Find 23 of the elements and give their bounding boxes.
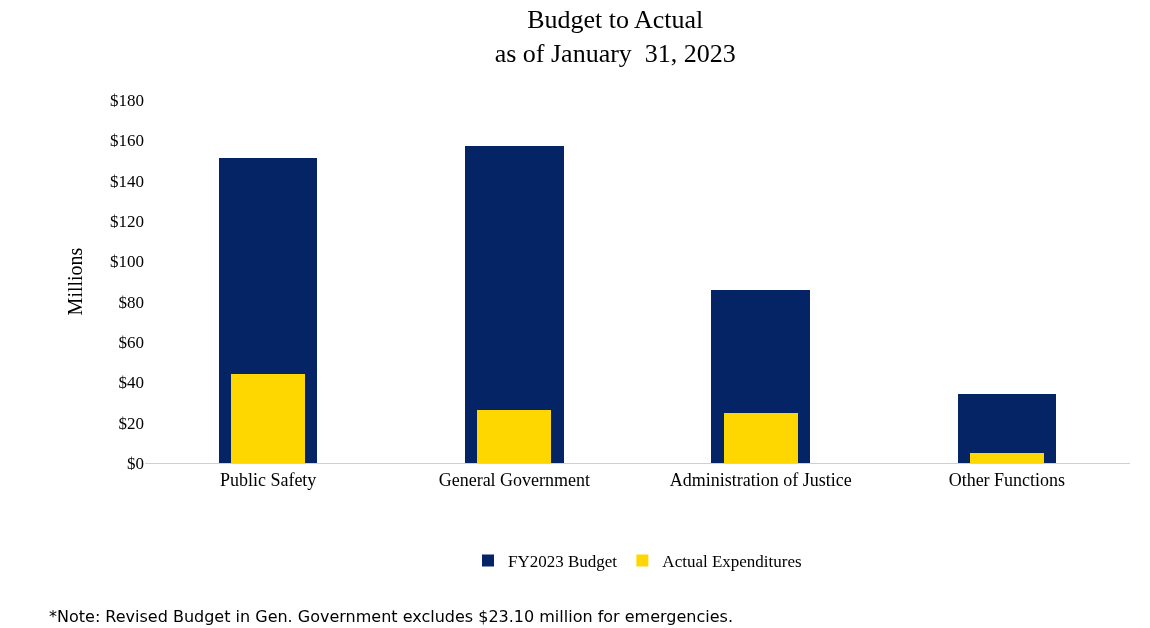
- bar: [231, 374, 305, 463]
- y-tick-label: $120: [110, 211, 144, 231]
- y-tick-label: $140: [110, 171, 144, 191]
- legend-label: Actual Expenditures: [662, 552, 802, 572]
- bar: [477, 410, 551, 463]
- x-tick-label: Administration of Justice: [669, 469, 852, 490]
- x-tick-label: Public Safety: [219, 469, 317, 490]
- y-tick-label: $60: [118, 332, 144, 352]
- y-tick-label: $20: [118, 413, 144, 433]
- y-tick-label: $180: [110, 90, 144, 110]
- y-tick-label: $0: [127, 453, 144, 473]
- bar: [724, 413, 798, 463]
- bar: [970, 453, 1044, 463]
- y-axis-title: Millions: [63, 247, 86, 316]
- text: *Note: Revised Budget in Gen. Government excludes $23.10 million for emergencies.: [49, 607, 733, 626]
- x-tick-label: Other Functions: [948, 469, 1066, 490]
- y-tick-label: $80: [118, 292, 144, 312]
- legend-label: FY2023 Budget: [508, 552, 618, 572]
- y-tick-label: $100: [110, 252, 144, 272]
- x-tick-label: General Government: [438, 469, 591, 490]
- y-tick-label: $40: [118, 373, 144, 393]
- y-tick-label: $160: [110, 131, 144, 151]
- chart-title: Budget to Actual as of January 31, 2023: [494, 5, 736, 69]
